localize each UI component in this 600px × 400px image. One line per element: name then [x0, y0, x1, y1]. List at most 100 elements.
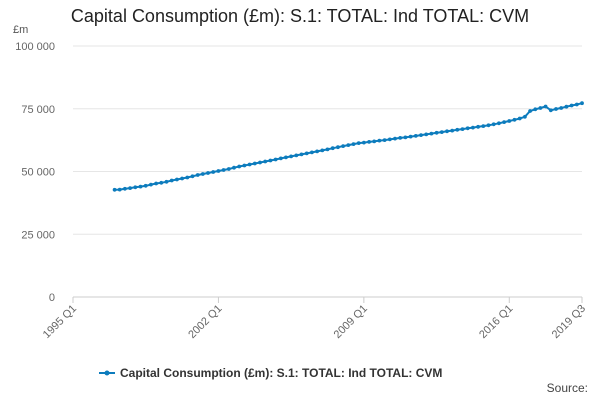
data-point	[133, 185, 138, 190]
x-tick-label: 2002 Q1	[186, 303, 224, 341]
data-point	[429, 131, 434, 136]
data-point	[175, 177, 179, 182]
y-tick-label: 0	[49, 292, 55, 304]
y-tick-label: 50 000	[21, 167, 55, 179]
data-point	[538, 106, 543, 110]
data-point	[455, 127, 460, 132]
y-tick-label: 75 000	[21, 104, 55, 116]
data-point	[289, 154, 293, 159]
data-point	[481, 124, 486, 128]
y-axis-unit-label: £m	[13, 24, 29, 36]
x-tick-label: 2019 Q3	[550, 303, 588, 341]
data-point	[211, 170, 216, 174]
data-point	[143, 183, 148, 188]
data-point	[580, 101, 584, 106]
data-point	[387, 137, 392, 142]
data-point	[226, 167, 231, 171]
data-point	[273, 157, 278, 162]
data-point	[242, 163, 247, 168]
data-point	[424, 132, 429, 137]
data-point	[315, 149, 319, 154]
data-point	[491, 122, 496, 127]
data-point	[471, 125, 475, 130]
data-point	[569, 103, 574, 108]
data-point	[564, 104, 569, 109]
legend-label: Capital Consumption (£m): S.1: TOTAL: In…	[120, 366, 442, 380]
data-point	[190, 174, 195, 179]
data-point	[533, 107, 538, 112]
data-point	[460, 127, 465, 131]
data-point	[247, 162, 252, 167]
chart-title: Capital Consumption (£m): S.1: TOTAL: In…	[70, 6, 530, 26]
data-point	[507, 119, 512, 123]
data-point	[159, 180, 164, 185]
data-point	[310, 150, 314, 155]
data-point	[237, 164, 242, 169]
data-point	[232, 165, 236, 170]
y-tick-label: 100 000	[15, 41, 55, 53]
y-tick-label: 25 000	[21, 229, 55, 241]
data-point	[497, 121, 501, 126]
data-point	[476, 124, 480, 129]
data-point	[221, 168, 226, 172]
data-point	[112, 187, 117, 192]
data-point	[263, 159, 268, 164]
data-point	[138, 184, 143, 189]
data-point	[465, 126, 470, 131]
data-point	[330, 146, 335, 151]
legend: Capital Consumption (£m): S.1: TOTAL: In…	[99, 366, 442, 380]
data-point	[523, 114, 527, 119]
data-point	[419, 133, 423, 138]
x-tick-label: 2009 Q1	[332, 303, 370, 341]
data-point	[169, 178, 174, 183]
data-point	[574, 102, 579, 107]
data-point	[216, 169, 221, 173]
data-point	[185, 175, 190, 180]
data-point	[258, 160, 262, 165]
data-point	[502, 120, 506, 124]
data-point	[559, 106, 564, 110]
x-tick-label: 1995 Q1	[41, 303, 79, 341]
data-point	[294, 153, 299, 158]
data-point	[362, 140, 366, 145]
data-point	[512, 117, 517, 122]
data-point	[268, 158, 273, 163]
data-point	[528, 109, 532, 113]
data-point	[382, 138, 387, 143]
data-point	[304, 151, 309, 156]
data-point	[403, 135, 408, 140]
data-point	[117, 187, 122, 192]
data-point	[356, 141, 361, 146]
data-point	[278, 156, 283, 161]
data-point	[325, 147, 330, 152]
data-point	[164, 179, 169, 184]
data-point	[123, 186, 127, 191]
data-point	[408, 134, 413, 139]
data-point	[367, 140, 371, 144]
data-point	[434, 130, 439, 135]
data-point	[195, 173, 200, 177]
data-point	[486, 123, 491, 128]
legend-point-marker	[104, 370, 110, 376]
data-point	[445, 129, 449, 134]
data-point	[554, 107, 558, 111]
data-point	[206, 171, 210, 175]
data-point	[413, 134, 418, 138]
data-point	[393, 136, 397, 141]
data-point	[346, 143, 351, 148]
data-point	[299, 152, 304, 157]
data-point	[200, 172, 205, 176]
data-point	[543, 104, 548, 109]
data-point	[154, 181, 159, 186]
x-tick-label: 2016 Q1	[477, 303, 515, 341]
data-point	[351, 142, 356, 147]
data-point	[439, 130, 444, 135]
data-point	[398, 136, 403, 140]
data-point	[548, 108, 553, 113]
data-point	[450, 128, 455, 133]
data-point	[320, 148, 325, 153]
data-point	[252, 161, 257, 166]
data-point	[377, 138, 382, 143]
data-point	[341, 144, 345, 149]
